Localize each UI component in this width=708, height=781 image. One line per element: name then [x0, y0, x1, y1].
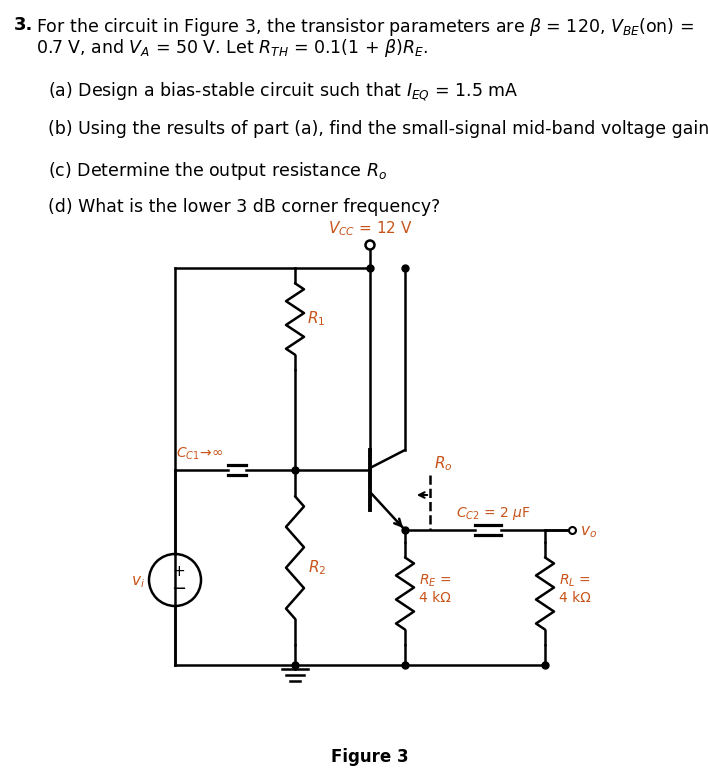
Text: For the circuit in Figure 3, the transistor parameters are $\beta$ = 120, $V_{BE: For the circuit in Figure 3, the transis… — [36, 16, 694, 38]
Text: $C_{C2}$ = 2 $\mu$F: $C_{C2}$ = 2 $\mu$F — [456, 505, 530, 522]
Text: 3.: 3. — [14, 16, 33, 34]
Text: (c) Determine the output resistance $R_o$: (c) Determine the output resistance $R_o… — [48, 160, 387, 182]
Text: 0.7 V, and $V_A$ = 50 V. Let $R_{TH}$ = 0.1(1 + $\beta$)$R_E$.: 0.7 V, and $V_A$ = 50 V. Let $R_{TH}$ = … — [36, 37, 428, 59]
Text: −: − — [171, 580, 187, 598]
Text: $v_o$: $v_o$ — [580, 524, 597, 540]
Text: $R_o$: $R_o$ — [434, 455, 452, 473]
Text: Figure 3: Figure 3 — [331, 748, 409, 766]
Text: $R_L$ =
4 kΩ: $R_L$ = 4 kΩ — [559, 572, 591, 604]
Text: $R_2$: $R_2$ — [308, 558, 326, 577]
Text: (d) What is the lower 3 dB corner frequency?: (d) What is the lower 3 dB corner freque… — [48, 198, 440, 216]
Text: $R_E$ =
4 kΩ: $R_E$ = 4 kΩ — [419, 572, 452, 604]
Text: $R_1$: $R_1$ — [307, 309, 325, 328]
Text: (b) Using the results of part (a), find the small-signal mid-band voltage gain: (b) Using the results of part (a), find … — [48, 120, 708, 138]
Text: $C_{C1}\!\rightarrow\!\infty$: $C_{C1}\!\rightarrow\!\infty$ — [176, 446, 224, 462]
Text: $V_{CC}$ = 12 V: $V_{CC}$ = 12 V — [328, 219, 413, 238]
Text: (a) Design a bias-stable circuit such that $I_{EQ}$ = 1.5 mA: (a) Design a bias-stable circuit such th… — [48, 80, 518, 102]
Text: +: + — [173, 564, 185, 579]
Text: $v_i$: $v_i$ — [131, 574, 145, 590]
